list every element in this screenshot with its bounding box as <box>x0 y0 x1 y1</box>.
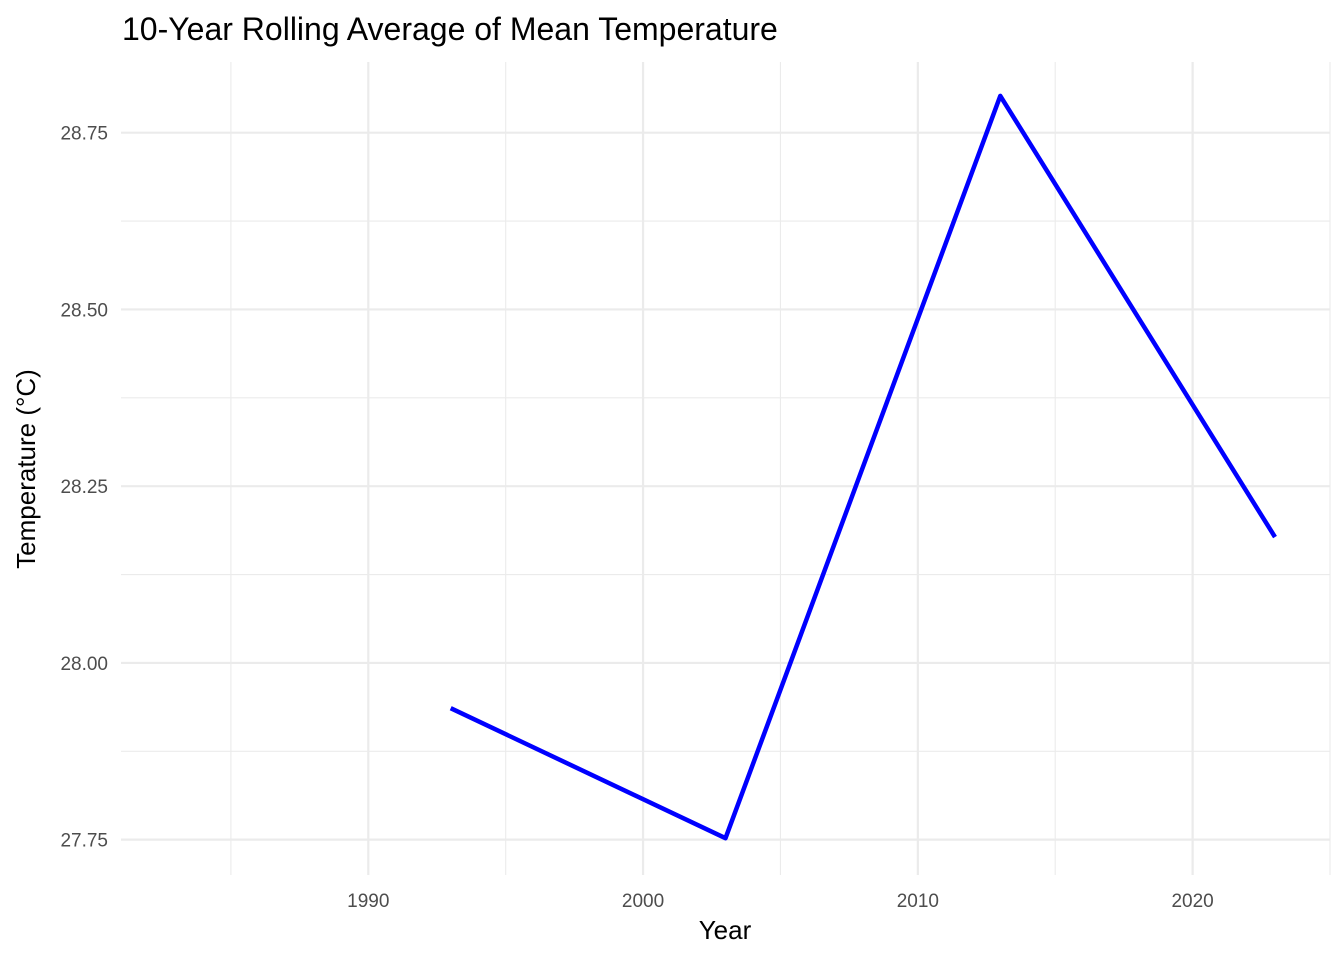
y-axis-title: Temperature (°C) <box>11 369 41 569</box>
chart-title: 10-Year Rolling Average of Mean Temperat… <box>122 11 778 47</box>
series-group <box>449 93 1277 841</box>
grid <box>121 62 1331 875</box>
x-tick-label: 2020 <box>1171 891 1213 912</box>
y-tick-label: 27.75 <box>60 831 108 852</box>
x-tick-label: 2000 <box>622 891 664 912</box>
y-axis-ticks: 27.75 28.00 28.25 28.50 28.75 <box>60 124 108 852</box>
x-axis-ticks: 1990 2000 2010 2020 <box>347 891 1214 912</box>
series-line <box>449 93 1277 841</box>
y-tick-label: 28.50 <box>60 300 108 321</box>
y-tick-label: 28.25 <box>60 477 108 498</box>
x-axis-title: Year <box>699 915 752 945</box>
x-tick-label: 1990 <box>347 891 389 912</box>
y-tick-label: 28.75 <box>60 124 108 145</box>
y-tick-label: 28.00 <box>60 654 108 675</box>
x-tick-label: 2010 <box>897 891 939 912</box>
